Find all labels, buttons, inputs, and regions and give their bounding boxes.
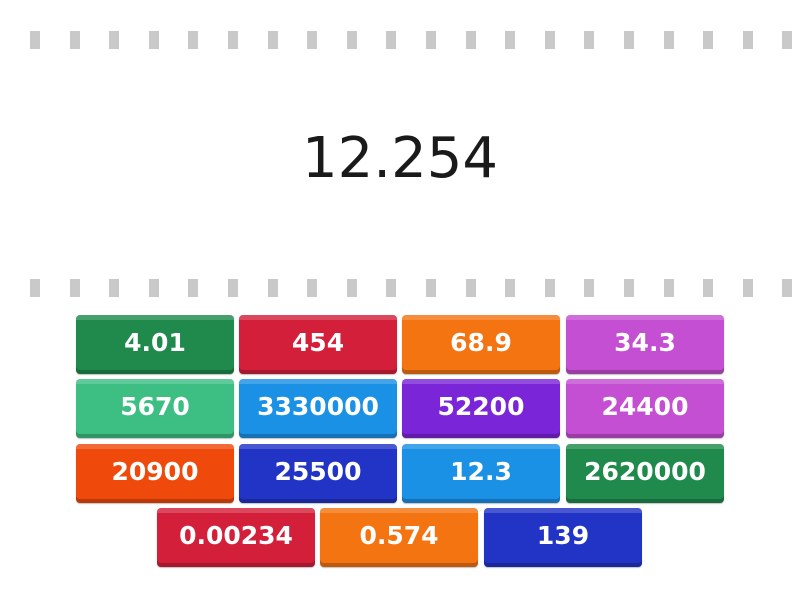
divider-dash [228, 279, 238, 297]
divider-dash [30, 31, 40, 49]
divider-dash [663, 31, 674, 49]
divider-dash [386, 31, 397, 49]
answer-tile[interactable]: 24400 [566, 379, 724, 438]
divider-dash [782, 279, 793, 297]
answer-tile-label: 5670 [120, 392, 190, 421]
divider-dash [505, 279, 516, 297]
divider-dash [267, 31, 278, 49]
answer-tile[interactable]: 139 [484, 508, 642, 567]
divider-dash [69, 279, 80, 297]
divider-dash [188, 31, 199, 49]
answer-tile-label: 52200 [437, 392, 525, 421]
divider-dash [703, 279, 714, 297]
answer-tile[interactable]: 25500 [239, 444, 397, 503]
answer-tile[interactable]: 3330000 [239, 379, 397, 438]
divider-dash [30, 279, 40, 297]
answer-tile[interactable]: 0.00234 [157, 508, 315, 567]
answer-tile[interactable]: 0.574 [320, 508, 478, 567]
divider-dash [148, 279, 159, 297]
divider-dash [346, 31, 357, 49]
divider-dash [426, 279, 436, 297]
answer-tile-label: 24400 [601, 392, 689, 421]
answer-tile[interactable]: 34.3 [566, 315, 724, 374]
answer-tile-label: 0.00234 [179, 521, 293, 550]
divider-dash [69, 31, 80, 49]
divider-dash [584, 31, 595, 49]
divider-dash [663, 279, 674, 297]
divider-dash [307, 279, 318, 297]
divider-dash [465, 31, 476, 49]
answer-tile-label: 454 [291, 328, 345, 357]
divider-dash [742, 31, 753, 49]
divider-dash [188, 279, 199, 297]
divider-dash [465, 279, 476, 297]
divider-dash [624, 279, 634, 297]
divider-dash [346, 279, 357, 297]
divider-dash [228, 31, 238, 49]
answer-tile[interactable]: 20900 [76, 444, 234, 503]
answer-tile[interactable]: 4.01 [76, 315, 234, 374]
divider-dash [109, 279, 120, 297]
answer-tile[interactable]: 2620000 [566, 444, 724, 503]
answer-tile-label: 68.9 [450, 328, 512, 357]
divider-dash [782, 31, 793, 49]
answer-tile-label: 2620000 [584, 457, 706, 486]
divider-dash [584, 279, 595, 297]
answer-tile-label: 12.3 [450, 457, 512, 486]
answer-tile[interactable]: 52200 [402, 379, 560, 438]
divider-dash [742, 279, 753, 297]
answer-tile[interactable]: 454 [239, 315, 397, 374]
answer-tile[interactable]: 12.3 [402, 444, 560, 503]
divider-dash [426, 31, 436, 49]
answer-tile[interactable]: 5670 [76, 379, 234, 438]
divider-dash [109, 31, 120, 49]
divider-dash [505, 31, 516, 49]
answer-divider [0, 279, 800, 297]
answer-tile[interactable]: 68.9 [402, 315, 560, 374]
divider-dash [307, 31, 318, 49]
answer-tile-label: 25500 [274, 457, 362, 486]
prompt-value: 12.254 [302, 126, 498, 191]
answer-tile-label: 0.574 [359, 521, 439, 550]
answer-tile-label: 3330000 [257, 392, 379, 421]
answer-tile-label: 20900 [111, 457, 199, 486]
divider-dash [703, 31, 714, 49]
divider-dash [544, 279, 555, 297]
answer-tile-label: 4.01 [124, 328, 186, 357]
divider-dash [148, 31, 159, 49]
divider-dash [267, 279, 278, 297]
top-divider [0, 31, 800, 49]
divider-dash [624, 31, 634, 49]
answer-tile-label: 139 [536, 521, 590, 550]
divider-dash [386, 279, 397, 297]
divider-dash [544, 31, 555, 49]
answer-tile-label: 34.3 [614, 328, 676, 357]
